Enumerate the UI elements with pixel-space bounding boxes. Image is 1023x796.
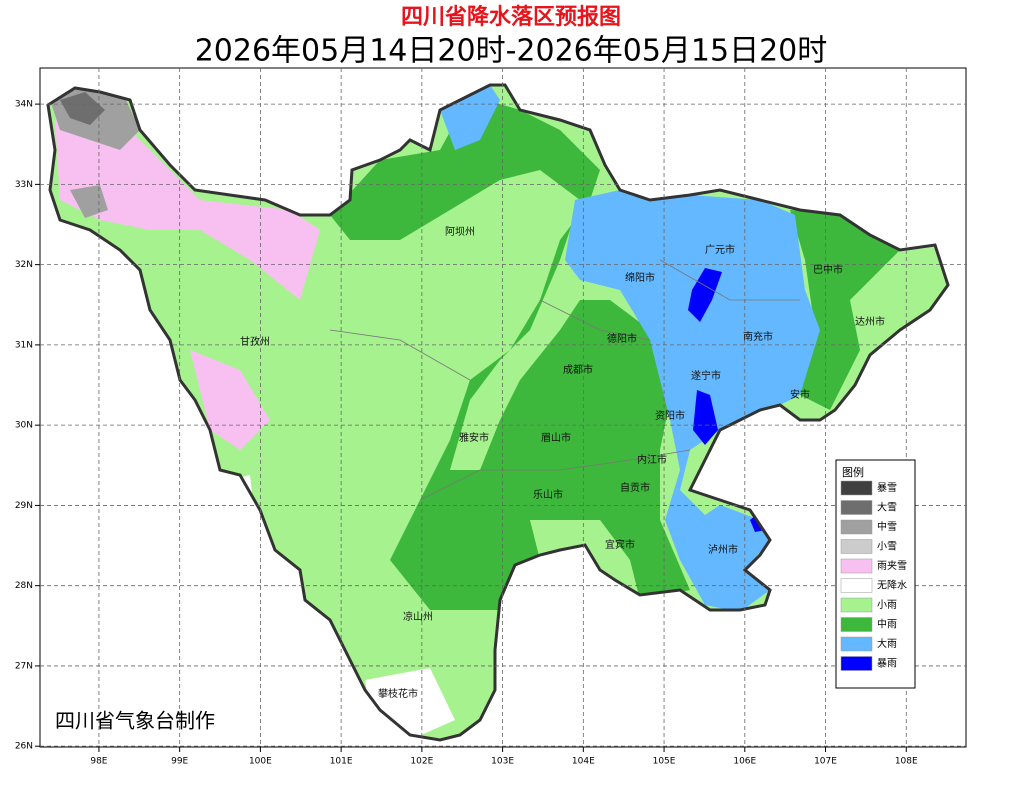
heavy-rain-area <box>565 190 820 612</box>
city-label: 南充市 <box>743 330 773 343</box>
legend-swatch <box>840 597 873 613</box>
city-label: 资阳市 <box>655 409 685 422</box>
y-tick-label: 26N <box>15 742 33 752</box>
city-label: 内江市 <box>637 453 667 466</box>
legend-swatch <box>840 519 873 535</box>
legend-label: 暴雨 <box>877 658 897 670</box>
x-tick-label: 98E <box>90 757 107 767</box>
city-label: 广元市 <box>705 243 735 256</box>
heavy-rain-area <box>440 85 500 150</box>
legend-label: 中雨 <box>877 618 897 631</box>
x-tick-label: 107E <box>814 757 837 767</box>
legend-swatch <box>840 656 873 671</box>
city-label: 泸州市 <box>708 543 738 556</box>
x-tick-label: 101E <box>330 757 353 767</box>
city-label: 攀枝花市 <box>378 687 418 700</box>
district-border <box>419 449 691 501</box>
district-border <box>659 259 800 301</box>
legend-swatch <box>840 578 873 593</box>
sleet-area <box>55 120 320 300</box>
legend-swatch <box>840 480 873 496</box>
rainstorm-area <box>688 268 722 322</box>
legend-label: 小雪 <box>877 541 897 553</box>
legend-title: 图例 <box>842 465 864 479</box>
y-tick-label: 32N <box>15 260 33 270</box>
y-tick-label: 29N <box>15 501 33 511</box>
legend-label: 暴雪 <box>877 482 897 494</box>
city-label: 阿坝州 <box>445 226 475 238</box>
city-label: 眉山市 <box>541 431 571 444</box>
y-tick-label: 28N <box>15 581 33 591</box>
city-label: 自贡市 <box>620 481 650 494</box>
x-tick-label: 105E <box>653 757 676 767</box>
moderate-snow-area <box>70 185 108 218</box>
legend-swatch <box>840 636 873 652</box>
heavy-snow-area <box>60 92 105 125</box>
city-label: 德阳市 <box>607 332 637 345</box>
x-tick-label: 106E <box>733 757 756 767</box>
x-tick-label: 104E <box>572 757 595 767</box>
district-border <box>329 329 471 381</box>
legend-label: 大雪 <box>877 501 897 514</box>
legend-label: 大雨 <box>877 637 897 650</box>
x-tick-label: 103E <box>491 757 514 767</box>
legend-label: 无降水 <box>877 579 907 592</box>
legend-label: 中雪 <box>877 520 897 533</box>
rainstorm-area <box>693 390 718 445</box>
city-label: 甘孜州 <box>240 335 270 348</box>
y-tick-label: 27N <box>15 661 33 671</box>
city-label: 巴中市 <box>813 263 843 276</box>
legend-swatch <box>840 558 873 574</box>
moderate-rain-area <box>330 95 690 610</box>
city-label: 宜宾市 <box>605 538 635 551</box>
legend-label: 雨夹雪 <box>877 559 907 572</box>
legend-swatch <box>840 500 873 515</box>
x-tick-label: 102E <box>410 757 433 767</box>
city-label: 雅安市 <box>459 431 489 444</box>
legend-swatch <box>840 617 873 632</box>
grid: 98E 99E 100E 101E 102E 103E 104E 105E 106E 107E 10… <box>15 68 966 767</box>
y-tick-label: 34N <box>15 100 33 110</box>
x-tick-label: 108E <box>895 757 918 767</box>
map-title: 四川省降水落区预报图 <box>401 5 621 30</box>
city-label: 绵阳市 <box>625 271 655 284</box>
city-label: 凉山州 <box>403 610 433 623</box>
city-label: 达州市 <box>855 315 885 328</box>
x-tick-label: 99E <box>171 757 188 767</box>
moderate-rain-area <box>790 210 900 410</box>
y-tick-label: 30N <box>15 421 33 431</box>
y-tick-label: 33N <box>15 180 33 190</box>
city-label: 乐山市 <box>533 488 563 501</box>
city-label: 安市 <box>790 388 810 401</box>
city-label: 遂宁市 <box>691 369 721 382</box>
x-tick-label: 100E <box>249 757 272 767</box>
y-tick-label: 31N <box>15 340 33 350</box>
legend-swatch <box>840 539 873 554</box>
city-label: 成都市 <box>563 363 593 376</box>
district-border <box>539 299 651 341</box>
credit: 四川省气象台制作 <box>55 709 215 733</box>
map-subtitle: 2026年05月14日20时-2026年05月15日20时 <box>195 34 828 69</box>
legend-label: 小雨 <box>877 599 897 611</box>
